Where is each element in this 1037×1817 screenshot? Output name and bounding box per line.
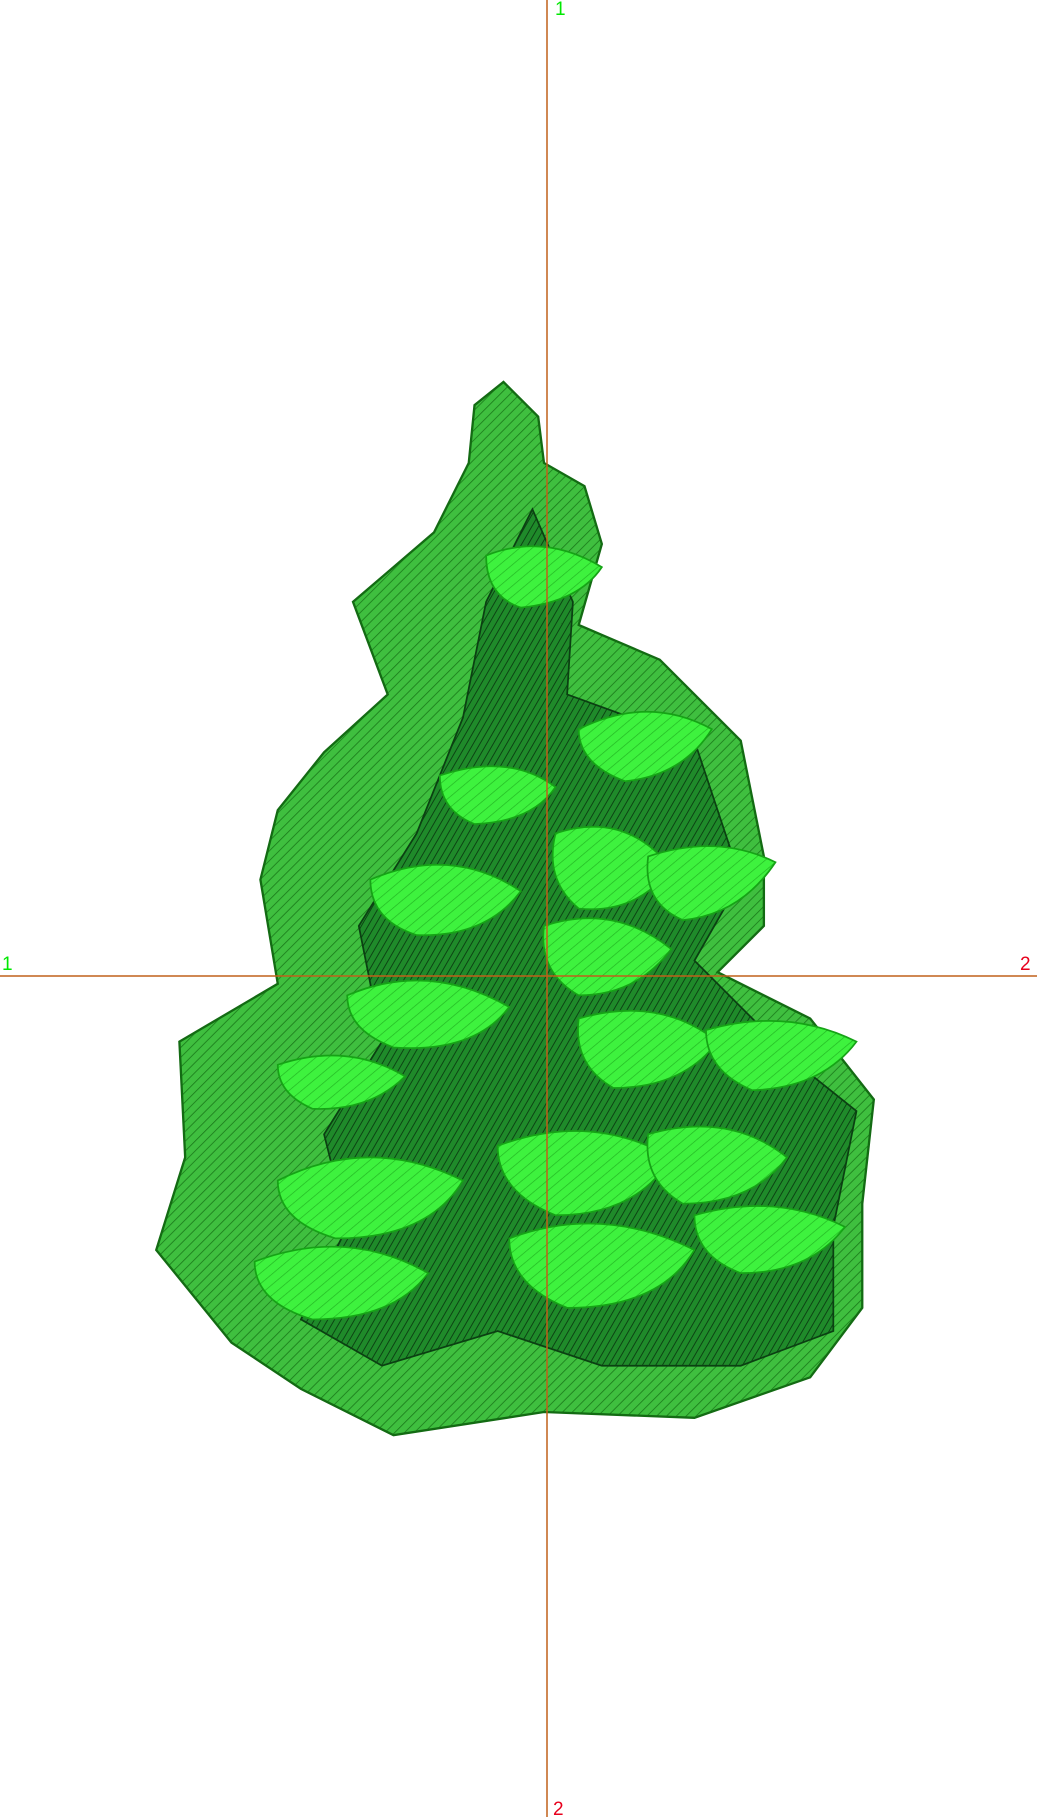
guide-label: 2 <box>553 1799 564 1817</box>
guide-label: 1 <box>555 0 566 20</box>
bright-foliage <box>253 545 858 1321</box>
guide-label: 2 <box>1020 954 1031 975</box>
embroidery-tree <box>154 380 876 1437</box>
guide-label: 1 <box>2 954 13 975</box>
